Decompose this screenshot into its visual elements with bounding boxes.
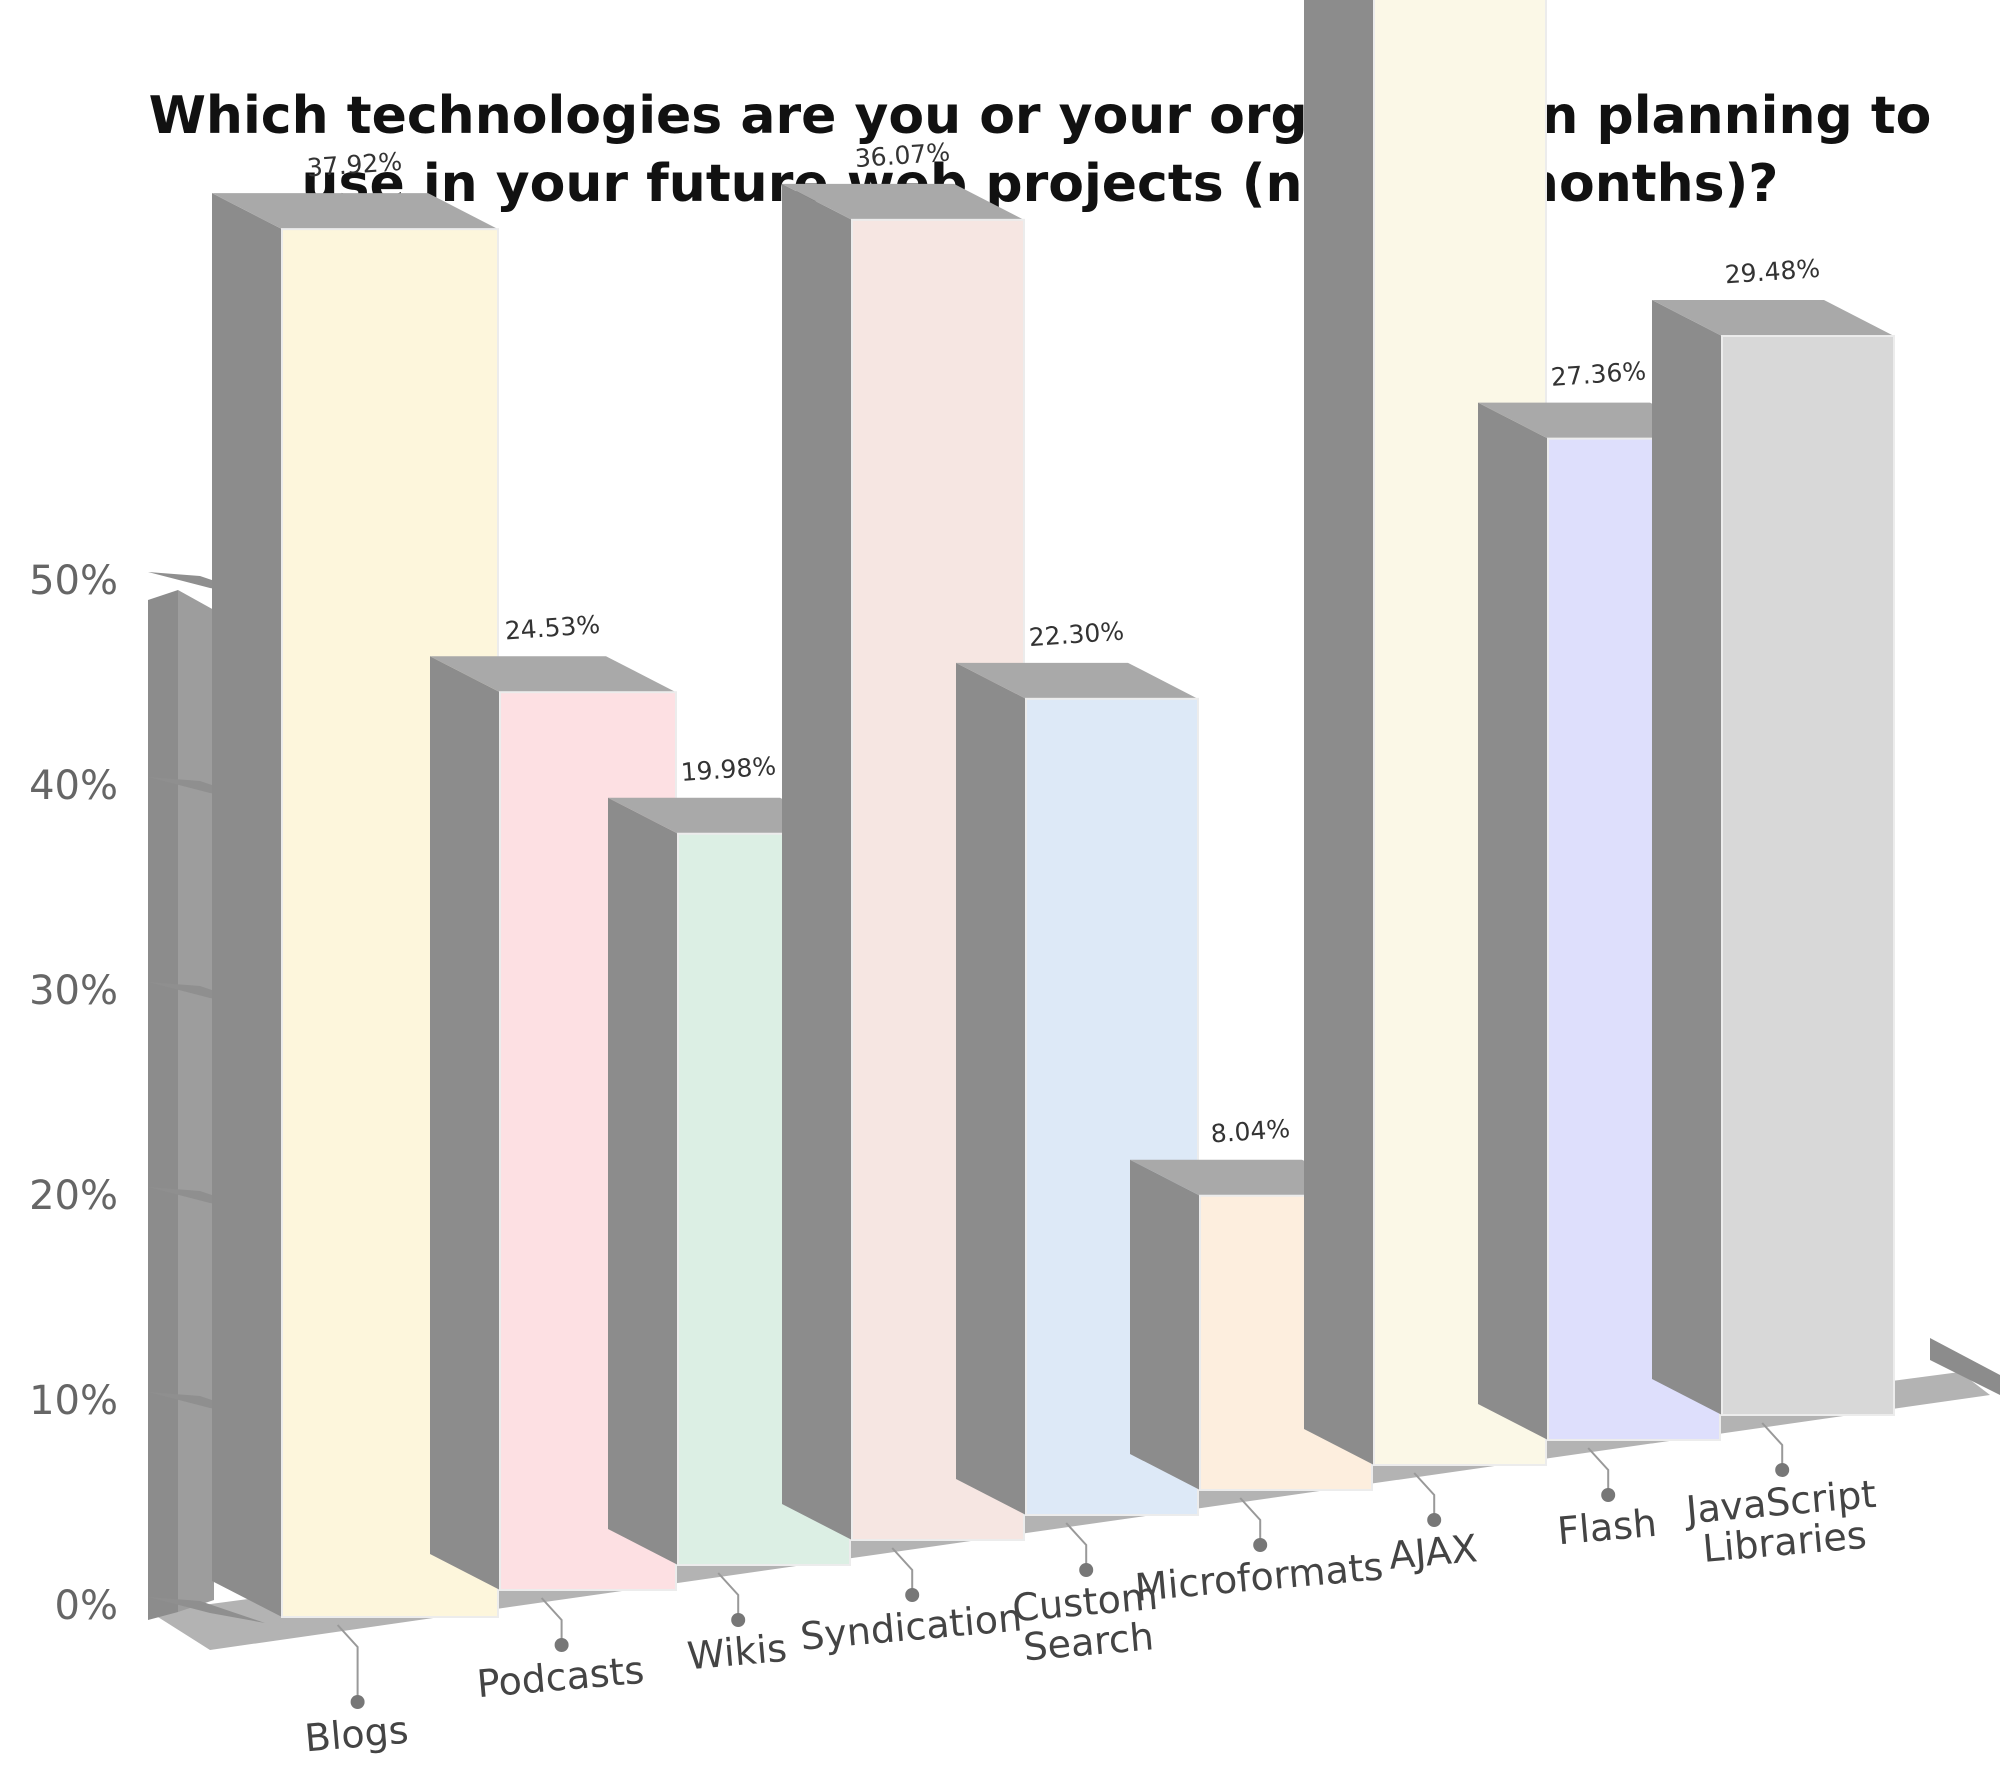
y-tick-flange [148,1597,265,1623]
y-tick-label: 10% [29,1378,118,1424]
bar-top [1652,300,1894,337]
leader-dot [1601,1488,1616,1502]
floor-edge [1930,1338,2000,1395]
data-label: 37.92% [306,147,403,183]
data-label: 19.98% [680,751,777,787]
leader-dot [1427,1513,1442,1527]
data-label: 24.53% [504,610,601,646]
leader-line [717,1572,740,1620]
data-label: 8.04% [1210,1114,1291,1148]
y-axis-wall-face [148,590,178,1620]
bar-side [956,662,1026,1515]
bar-side [1304,0,1374,1465]
leader-dot [731,1613,746,1627]
data-labels: 37.92%24.53%19.98%36.07%22.30%8.04%45.77… [306,138,1821,1149]
leader-line [891,1547,914,1595]
bars [212,0,1895,1618]
leader-dot [1079,1563,1094,1577]
x-label-leaders [336,1422,1790,1709]
bar-front [1721,335,1895,1417]
x-axis-label: Flash [1556,1501,1659,1554]
x-axis-label: AJAX [1387,1526,1479,1578]
y-tick-label: 40% [29,763,118,809]
data-label: 36.07% [854,138,951,174]
x-axis-label: Wikis [686,1626,789,1679]
bar-side [212,193,282,1617]
leader-dot [1253,1538,1268,1552]
bar-side [608,797,678,1565]
leader-line [1413,1472,1436,1520]
x-axis-label: Blogs [303,1708,410,1761]
leader-dot [1775,1463,1790,1477]
x-axis-label-line: Blogs [303,1708,410,1761]
leader-line [1761,1422,1784,1470]
bar-top [782,183,1024,220]
y-axis-labels: 0% 10% 20% 30% 40% 50% [29,558,118,1629]
leader-line [540,1597,563,1645]
y-tick-label: 0% [55,1583,118,1629]
bar-side [1130,1159,1200,1490]
leader-line [336,1624,359,1702]
bar-side [430,656,500,1590]
x-axis-label-line: Syndication [798,1595,1023,1658]
x-axis-label-line: Microformats [1133,1544,1385,1610]
bar-side [1652,300,1722,1416]
bar-side [1478,402,1548,1440]
data-label: 29.48% [1724,254,1821,290]
y-axis-wall-side [178,590,214,1612]
x-axis-label-line: AJAX [1387,1526,1479,1578]
x-axis-label-line: Podcasts [475,1648,646,1706]
leader-dot [905,1588,920,1602]
x-axis-label: Syndication [798,1595,1023,1658]
bar-side [782,183,852,1540]
x-axis-label-line: Flash [1556,1501,1659,1554]
bar-ajax [1304,0,1547,1466]
leader-dot [554,1638,569,1652]
leader-dot [350,1695,365,1709]
bar-top [956,662,1198,699]
x-axis-label-line: Wikis [686,1626,789,1679]
bar-javascript-libraries [1652,300,1895,1417]
x-axis-label: Podcasts [475,1648,646,1706]
x-axis-label: JavaScriptLibraries [1682,1472,1881,1572]
x-axis-label: Microformats [1133,1544,1385,1610]
leader-line [1587,1447,1610,1495]
y-tick-label: 20% [29,1173,118,1219]
y-axis-wall [148,572,265,1623]
data-label: 27.36% [1550,356,1647,392]
leader-line [1239,1497,1262,1545]
y-tick-label: 50% [29,558,118,604]
bar-top [212,193,498,230]
leader-line [1065,1522,1088,1570]
data-label: 22.30% [1028,617,1125,653]
y-tick-label: 30% [29,968,118,1014]
bar-top [430,656,676,693]
